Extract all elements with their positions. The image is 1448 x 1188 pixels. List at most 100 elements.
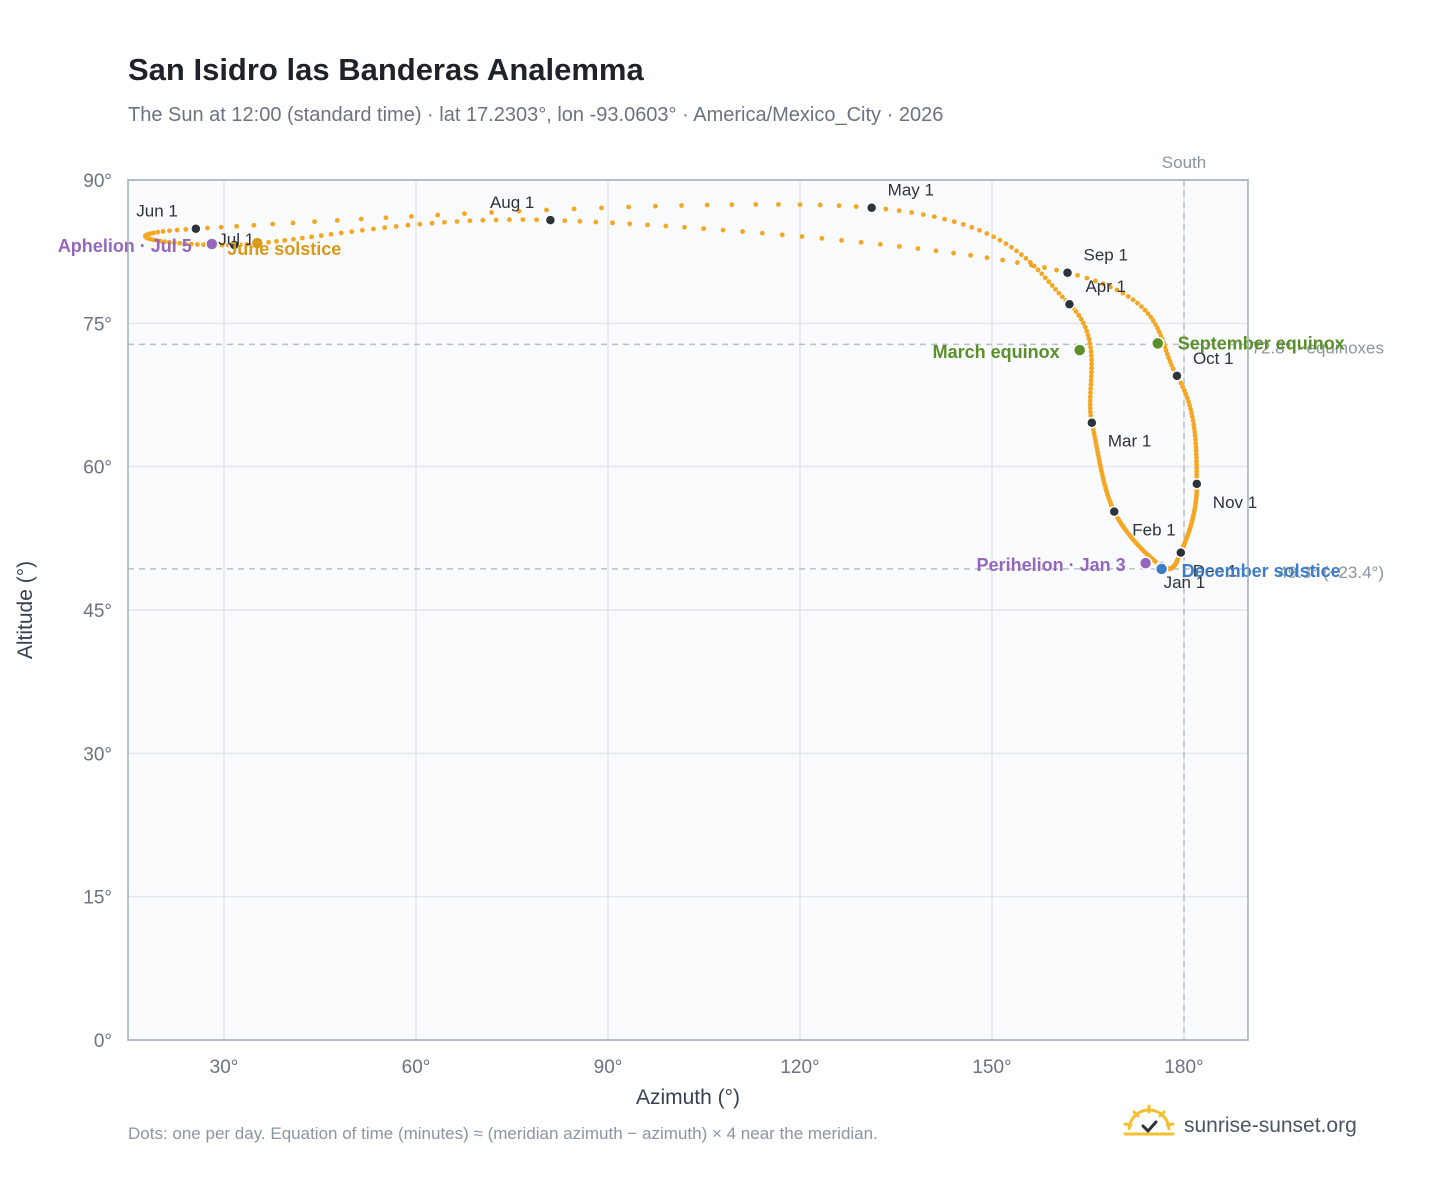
day-dot — [1088, 382, 1094, 387]
day-dot — [1186, 399, 1191, 404]
month-marker — [1191, 478, 1203, 490]
day-dot — [534, 217, 539, 223]
day-dot — [290, 236, 296, 242]
day-dot — [318, 233, 324, 238]
day-dot — [480, 217, 486, 223]
month-marker — [1171, 370, 1183, 382]
day-dot — [1183, 391, 1189, 397]
day-dot — [493, 217, 499, 223]
day-dot — [1164, 351, 1170, 357]
day-dot — [1114, 287, 1120, 293]
day-dot — [349, 229, 355, 235]
day-dot — [1056, 290, 1062, 296]
day-dot — [1166, 355, 1172, 361]
plot-frame — [127, 179, 1249, 1041]
event-label: September equinox — [1178, 333, 1345, 353]
day-dot — [282, 237, 288, 243]
day-dot — [1014, 248, 1019, 254]
axes: 30° 60° 90° 120° 150° 180° 0° 15° 30° 45° 60° 75° 90… — [83, 171, 1203, 1078]
day-dot — [166, 239, 172, 245]
day-dot — [571, 206, 577, 212]
day-dot — [1023, 255, 1029, 261]
day-dot — [218, 224, 224, 230]
day-dot — [991, 234, 997, 240]
day-dot — [679, 203, 684, 208]
day-dot — [984, 255, 990, 261]
day-dot — [759, 230, 765, 236]
day-dot — [1155, 325, 1160, 331]
day-dot — [1191, 422, 1197, 427]
day-dot — [1092, 278, 1098, 284]
day-dot — [626, 204, 632, 210]
day-dot — [704, 202, 710, 208]
day-dot — [1150, 318, 1156, 324]
day-dot — [1084, 275, 1090, 281]
day-dot — [1142, 307, 1148, 313]
day-dot — [896, 243, 902, 249]
sun-logo-icon — [1122, 1104, 1176, 1147]
day-dot — [1153, 322, 1158, 327]
day-dot — [1191, 425, 1197, 431]
month-markers: Jan 1 Feb 1 Mar 1 Apr 1 May 1 Jun 1 Jul 1 Aug 1… — [136, 181, 1257, 592]
day-dot — [1080, 320, 1086, 326]
day-dot — [799, 234, 805, 239]
day-dot — [1088, 353, 1094, 359]
day-dot — [1192, 429, 1198, 435]
day-dot — [520, 217, 526, 223]
day-dot — [931, 214, 937, 220]
day-dot — [1046, 279, 1052, 285]
event-label: Perihelion · Jan 3 — [977, 555, 1126, 575]
day-dot — [219, 242, 225, 248]
day-dot — [506, 217, 512, 223]
day-dot — [896, 208, 902, 214]
month-label: Apr 1 — [1085, 277, 1126, 296]
day-dot — [1088, 413, 1094, 419]
day-dot — [174, 227, 180, 233]
day-dot — [1087, 394, 1093, 400]
day-dot — [1156, 329, 1162, 335]
day-dot — [776, 202, 781, 207]
x-axis-label: Azimuth (°) — [636, 1086, 740, 1109]
day-dot — [779, 232, 785, 238]
month-label: Mar 1 — [1108, 432, 1151, 451]
day-dot — [1059, 294, 1065, 300]
month-label: Aug 1 — [490, 193, 534, 212]
day-dot — [942, 216, 948, 222]
day-dot — [1125, 294, 1131, 299]
day-dot — [1187, 402, 1193, 408]
day-dot — [753, 202, 759, 207]
day-dot — [1184, 395, 1190, 401]
brand[interactable]: sunrise-sunset.org — [1122, 1104, 1357, 1147]
day-dot — [162, 239, 167, 245]
day-dot — [334, 218, 340, 223]
brand-name: sunrise-sunset.org — [1184, 1113, 1357, 1137]
day-dot — [1089, 369, 1094, 375]
x-tick-label: 150° — [972, 1057, 1011, 1078]
day-dot — [1194, 458, 1199, 464]
day-dot — [1042, 275, 1048, 281]
day-dot — [1088, 378, 1094, 383]
day-dot — [1167, 359, 1173, 364]
day-dot — [1181, 387, 1187, 393]
day-dot — [382, 225, 388, 231]
day-dot — [154, 238, 159, 243]
day-dot — [1192, 433, 1198, 439]
day-dot — [1193, 448, 1199, 453]
day-dot — [183, 241, 188, 247]
month-label: Dec 1 — [1193, 562, 1237, 581]
day-dot — [489, 210, 494, 215]
day-dot — [172, 240, 177, 246]
day-dot — [1089, 357, 1094, 363]
x-tick-label: 180° — [1164, 1057, 1203, 1078]
day-dot — [933, 248, 939, 254]
event-marker — [250, 236, 265, 250]
day-dot — [1135, 300, 1140, 306]
month-label: Jan 1 — [1164, 573, 1206, 592]
y-tick-label: 45° — [83, 601, 112, 622]
day-dot — [290, 220, 296, 226]
day-dot — [1194, 455, 1199, 461]
day-dot — [1087, 405, 1093, 411]
day-dot — [160, 229, 166, 234]
reference-lines: South 72.8° · equinoxes 49.3° (+23.4°) — [128, 153, 1384, 1040]
x-tick-label: 120° — [780, 1057, 819, 1078]
